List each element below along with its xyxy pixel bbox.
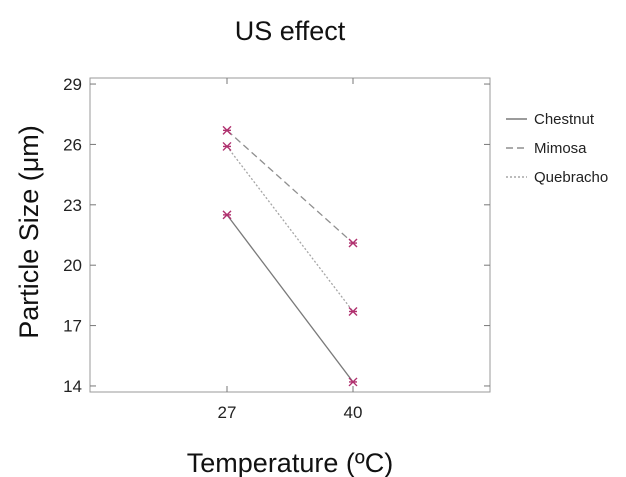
legend: Chestnut Mimosa Quebracho xyxy=(506,111,608,186)
x-tick-label: 40 xyxy=(344,403,363,422)
data-point-quebracho xyxy=(222,141,232,151)
y-axis-label: Particle Size (μm) xyxy=(14,125,44,339)
y-tick-label: 26 xyxy=(63,135,82,154)
y-axis: 14 17 20 23 26 29 xyxy=(63,75,490,396)
legend-label: Mimosa xyxy=(534,140,587,157)
y-tick-label: 29 xyxy=(63,75,82,94)
x-axis: 27 40 xyxy=(218,78,363,422)
data-point-chestnut xyxy=(348,377,358,387)
y-tick-label: 20 xyxy=(63,256,82,275)
series-line-mimosa xyxy=(226,129,354,244)
y-tick-label: 17 xyxy=(63,317,82,336)
plot-frame xyxy=(89,77,491,393)
chart-title: US effect xyxy=(235,16,346,46)
data-markers xyxy=(222,125,358,387)
y-tick-label: 14 xyxy=(63,377,82,396)
y-tick-label: 23 xyxy=(63,196,82,215)
legend-item-chestnut: Chestnut xyxy=(506,111,595,128)
legend-item-quebracho: Quebracho xyxy=(506,169,608,186)
x-tick-label: 27 xyxy=(218,403,237,422)
series-line-chestnut xyxy=(226,214,354,383)
data-point-quebracho xyxy=(348,306,358,316)
series-lines xyxy=(226,129,354,383)
data-point-mimosa xyxy=(348,238,358,248)
data-point-chestnut xyxy=(222,210,232,220)
data-point-mimosa xyxy=(222,125,232,135)
series-line-quebracho xyxy=(226,146,354,312)
legend-label: Chestnut xyxy=(534,111,595,128)
legend-label: Quebracho xyxy=(534,169,608,186)
x-axis-label: Temperature (ºC) xyxy=(187,448,393,477)
legend-item-mimosa: Mimosa xyxy=(506,140,587,157)
